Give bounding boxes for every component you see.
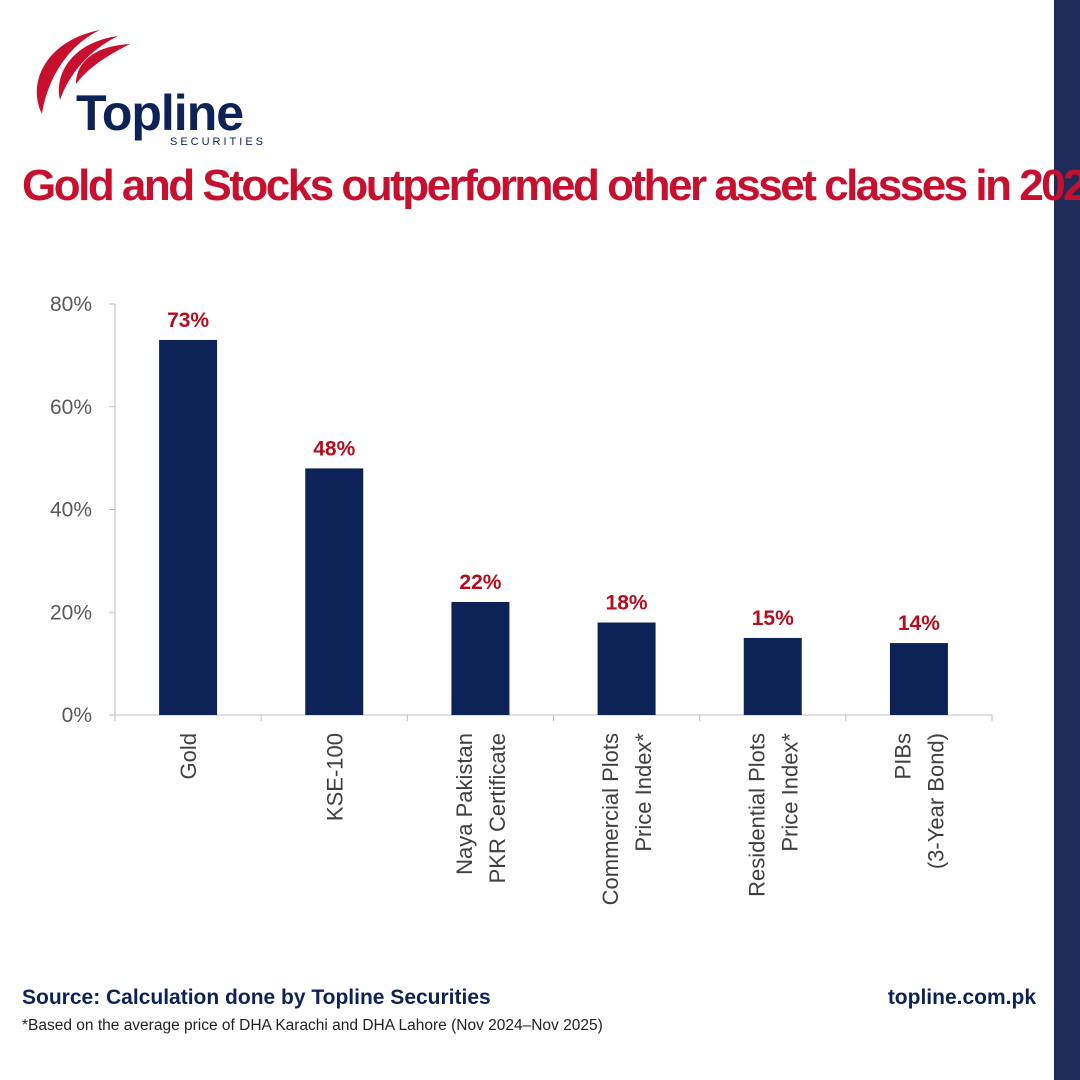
logo-swoosh-3 <box>76 44 130 84</box>
x-category-label-line: PKR Certificate <box>485 733 510 883</box>
x-category-label-line: KSE-100 <box>322 733 347 821</box>
bar <box>159 339 218 715</box>
right-accent-strip <box>1054 0 1080 1080</box>
logo-subtitle: SECURITIES <box>170 136 267 148</box>
logo-swoosh-1 <box>36 30 100 114</box>
x-category-label-line: PIBs <box>890 733 915 779</box>
x-category-label: KSE-100 <box>322 733 347 821</box>
x-category-label: Gold <box>176 733 201 779</box>
bar-value-label: 18% <box>606 592 648 615</box>
footnote: *Based on the average price of DHA Karac… <box>22 1017 603 1034</box>
logo-swoosh-icon <box>36 30 130 114</box>
y-tick-label: 40% <box>50 499 92 522</box>
x-category-label-line: (3-Year Bond) <box>923 733 948 869</box>
x-category-label-line: Price Index* <box>631 733 656 852</box>
logo-swoosh-2 <box>58 36 118 100</box>
bar-value-label: 48% <box>313 437 355 460</box>
x-category-label-line: Naya Pakistan <box>452 733 477 875</box>
bar-chart: 0% 20% 40% 60% 80% 73% Gold 48% KSE-100 22% Naya P… <box>50 293 993 906</box>
x-category-label-line: Residential Plots <box>744 733 769 897</box>
bar-value-label: 73% <box>167 309 209 332</box>
bar-value-label: 15% <box>752 607 794 630</box>
y-tick-label: 60% <box>50 396 92 419</box>
logo-wordmark: Topline <box>76 85 244 141</box>
bar <box>743 637 802 715</box>
bar <box>451 601 510 715</box>
bar <box>889 643 948 715</box>
y-tick-label: 20% <box>50 601 92 624</box>
x-category-label: PIBs (3-Year Bond) <box>890 733 948 869</box>
x-category-label: Residential Plots Price Index* <box>744 733 802 897</box>
y-tick-label: 0% <box>62 704 92 727</box>
bar-value-label: 22% <box>459 571 501 594</box>
x-category-label: Naya Pakistan PKR Certificate <box>452 733 510 883</box>
x-category-label: Commercial Plots Price Index* <box>598 733 656 906</box>
x-category-label-line: Commercial Plots <box>598 733 623 905</box>
topline-logo: Topline SECURITIES <box>26 26 276 148</box>
x-category-label-line: Price Index* <box>777 733 802 852</box>
bar-value-label: 14% <box>898 612 940 635</box>
x-category-label-line: Gold <box>176 733 201 779</box>
website-link[interactable]: topline.com.pk <box>887 986 1036 1009</box>
source-note: Source: Calculation done by Topline Secu… <box>22 986 491 1009</box>
bar <box>305 468 364 715</box>
bar <box>597 622 656 715</box>
y-tick-label: 80% <box>50 293 92 316</box>
page-title: Gold and Stocks outperformed other asset… <box>22 161 1080 210</box>
